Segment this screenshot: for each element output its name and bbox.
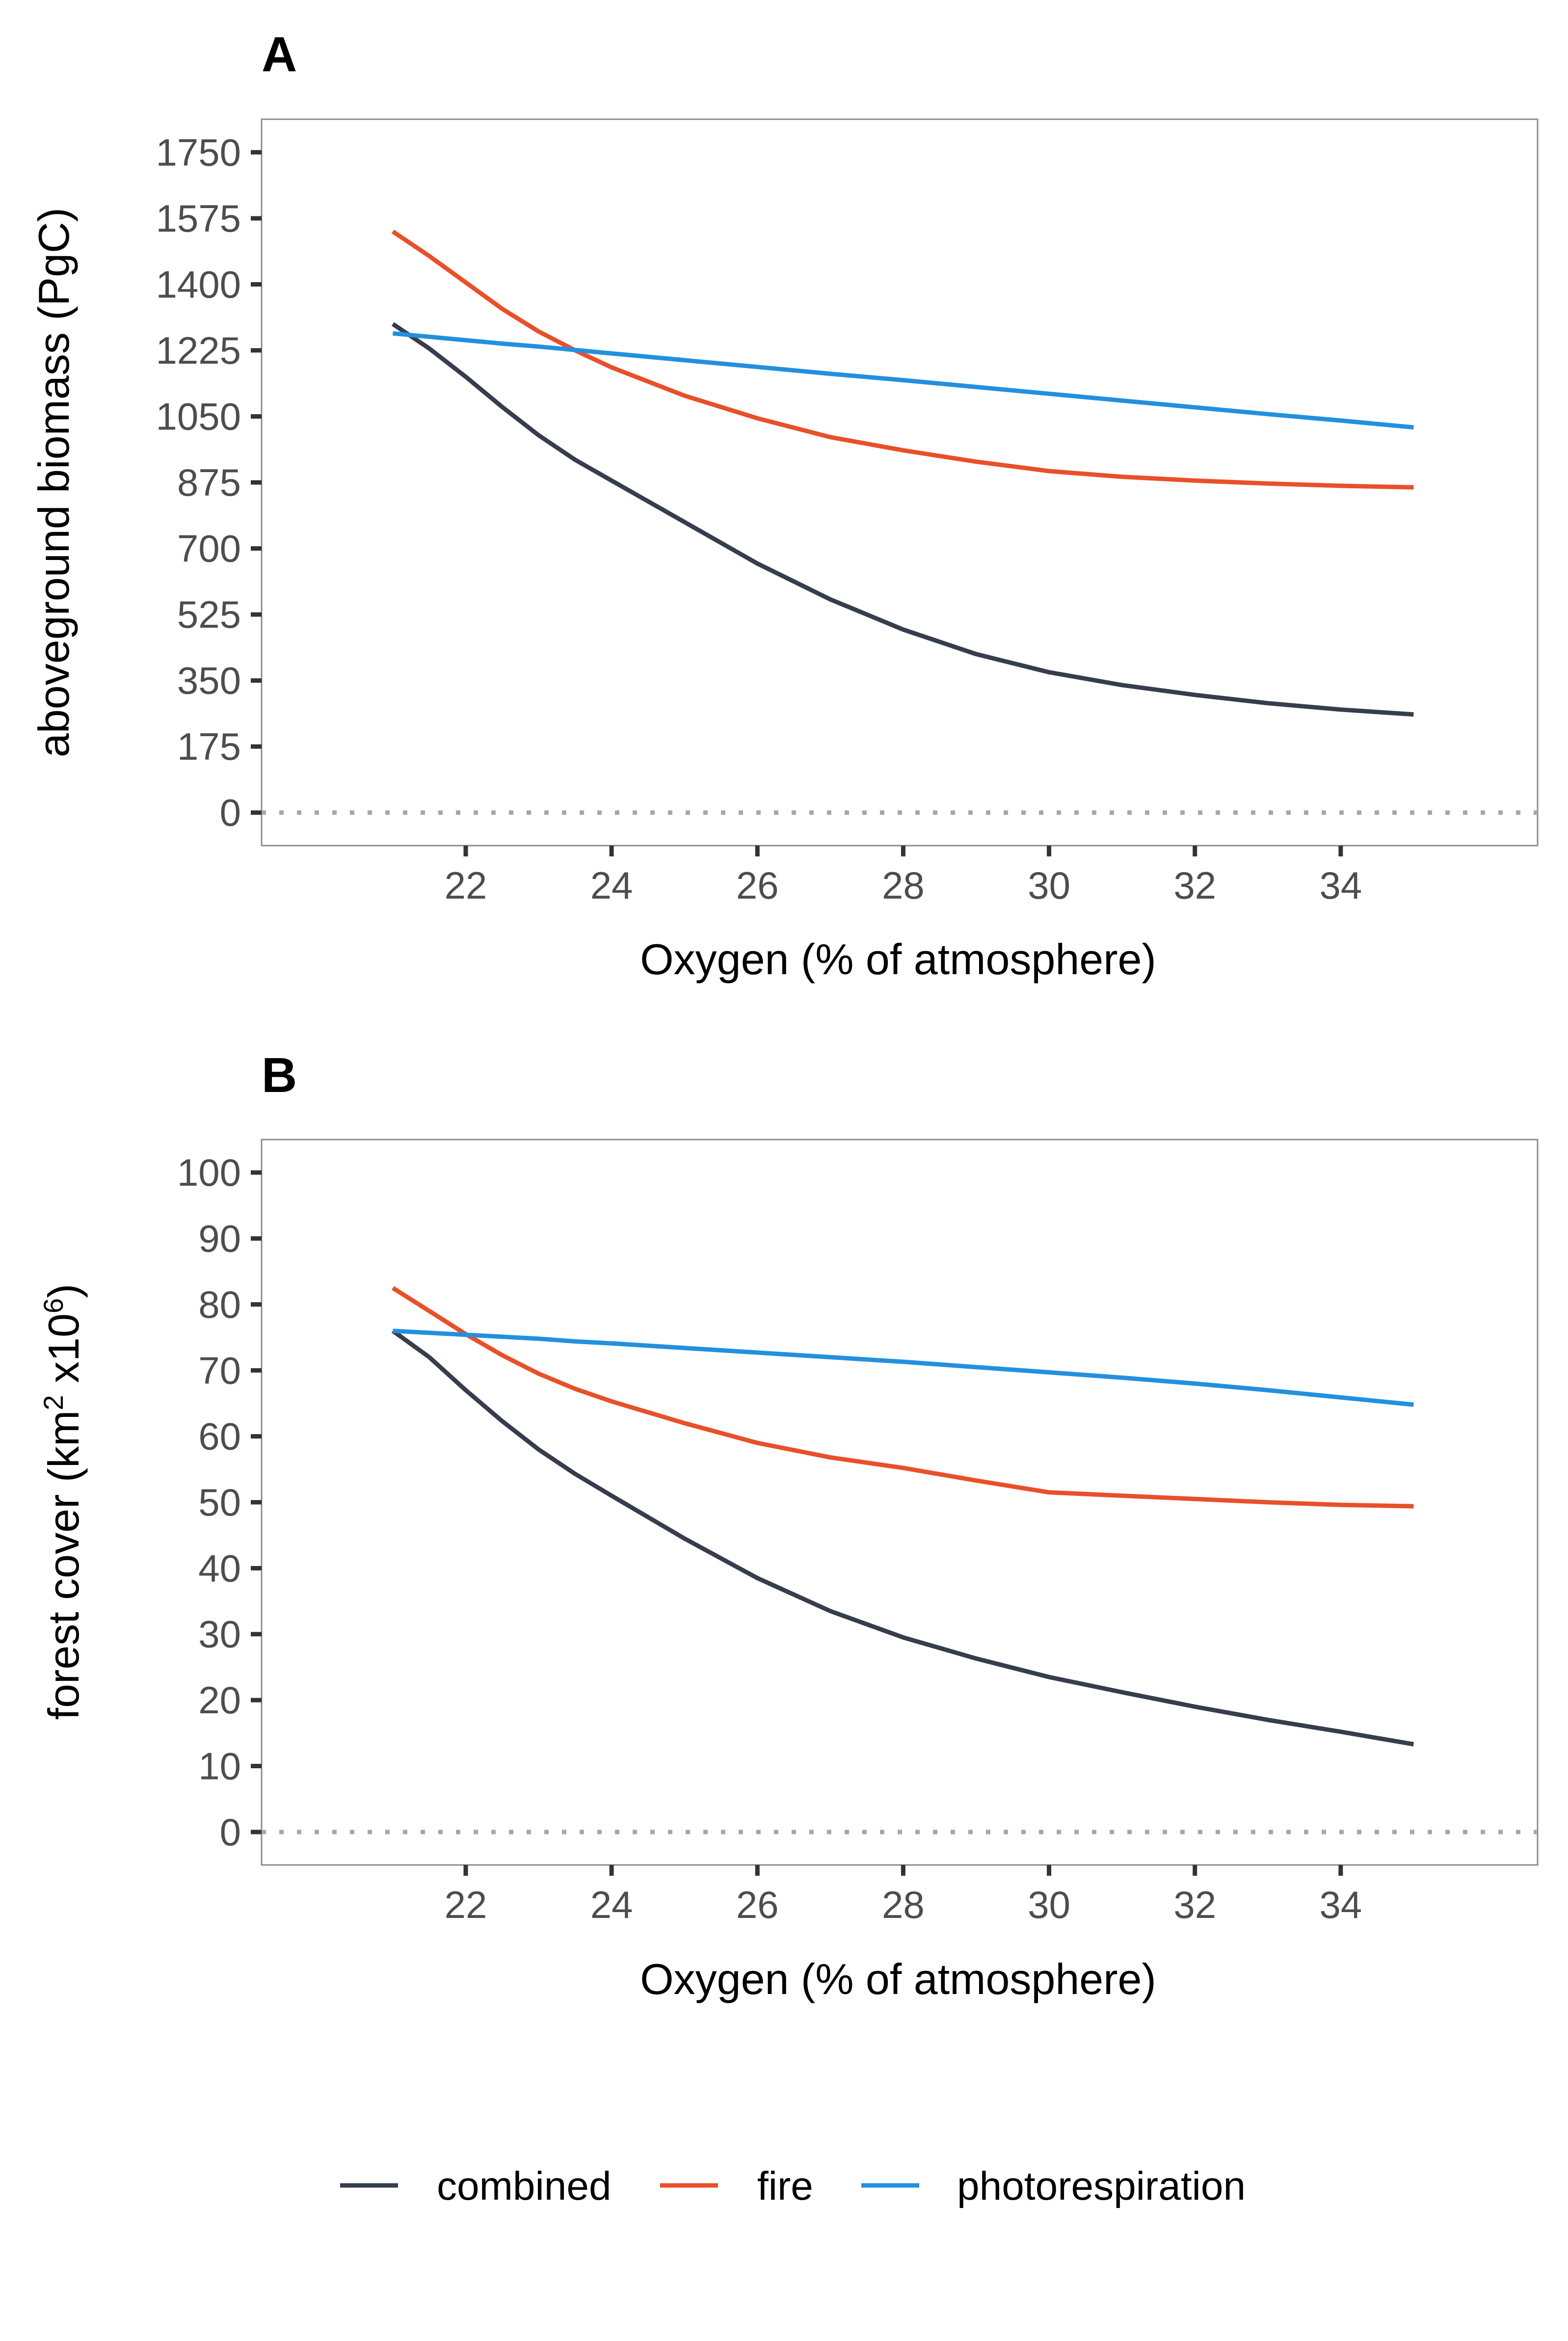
panel-b-x-tick-label: 28 — [882, 1883, 925, 1926]
panel-b-y-axis-title-sup-6: 6 — [38, 1298, 69, 1313]
panel-b-y-tick-label: 80 — [198, 1283, 241, 1326]
panel-a-y-tick-label: 1575 — [156, 197, 241, 240]
panel-a-y-tick-label: 0 — [220, 791, 241, 834]
panel-b-y-axis-title-sup-2: 2 — [38, 1395, 69, 1410]
panel-a-y-tick-label: 1225 — [156, 329, 241, 372]
panel-a-y-tick-label: 1750 — [156, 131, 241, 174]
panel-b-y-tick-label: 40 — [198, 1546, 241, 1590]
panel-a-series-combined — [391, 322, 1414, 717]
panel-b-y-tick-label: 100 — [177, 1151, 241, 1194]
panel-a-x-tick-label: 22 — [445, 864, 487, 907]
panel-a-x-axis-title: Oxygen (% of atmosphere) — [640, 935, 1156, 984]
panel-b-y-tick-label: 0 — [220, 1810, 241, 1854]
panel-a-x-tick-label: 24 — [590, 864, 633, 907]
panel-b-series-photorespiration — [393, 1329, 1414, 1407]
panel-a-y-tick-label: 1050 — [156, 395, 241, 438]
panel-b-y-tick-label: 10 — [198, 1744, 241, 1787]
panel-a: A 0 175 350 525 700 875 1050 1225 1400 1575 1750 2… — [29, 27, 1539, 984]
panel-a-x-tick-label: 28 — [882, 864, 925, 907]
panel-b-x-tick-label: 24 — [590, 1883, 633, 1926]
panel-b-y-axis-title-end: ) — [39, 1284, 88, 1298]
panel-a-y-tick-label: 175 — [177, 725, 241, 768]
panel-b-y-axis-title: forest cover (km2 x106) — [38, 1284, 88, 1720]
panel-a-y-tick-label: 700 — [177, 527, 241, 570]
panel-a-x-tick-label: 34 — [1319, 864, 1362, 907]
panel-a-y-tick-label: 1400 — [156, 263, 241, 306]
panel-b-label: B — [262, 1048, 297, 1103]
panel-b-x-tick-label: 34 — [1319, 1883, 1362, 1926]
panel-a-series-fire — [391, 229, 1414, 490]
panel-a-y-axis-title: aboveground biomass (PgC) — [29, 208, 78, 757]
panel-b-y-tick-label: 90 — [198, 1217, 241, 1260]
panel-b-y-tick-label: 60 — [198, 1415, 241, 1458]
panel-b-x-axis: 22 24 26 28 30 32 34 — [445, 1865, 1362, 1926]
panel-b-x-tick-label: 26 — [736, 1883, 779, 1926]
panel-b-x-tick-label: 22 — [445, 1883, 487, 1926]
legend-label-fire: fire — [757, 2164, 813, 2208]
panel-b-y-axis-title-mid: x10 — [39, 1313, 88, 1395]
panel-b-x-axis-title: Oxygen (% of atmosphere) — [640, 1955, 1156, 2003]
legend-label-combined: combined — [437, 2164, 611, 2208]
panel-a-y-axis: 0 175 350 525 700 875 1050 1225 1400 1575 1750 — [156, 131, 262, 834]
panel-b-series-combined — [391, 1329, 1414, 1747]
legend-label-photorespiration: photorespiration — [957, 2164, 1246, 2208]
panel-a-series-photorespiration — [392, 331, 1414, 430]
panel-a-y-tick-label: 525 — [177, 593, 241, 636]
panel-a-x-tick-label: 30 — [1028, 864, 1070, 907]
panel-b-y-axis-title-main: forest cover (km — [39, 1410, 88, 1720]
panel-a-label: A — [262, 27, 297, 82]
panel-b-y-axis: 0 10 20 30 40 50 60 70 80 90 100 — [177, 1151, 262, 1854]
panel-b-y-tick-label: 20 — [198, 1678, 241, 1722]
panel-a-x-tick-label: 32 — [1173, 864, 1216, 907]
panel-b-series-fire — [391, 1286, 1414, 1509]
panel-b-y-tick-label: 70 — [198, 1349, 241, 1392]
legend: combined fire photorespiration — [340, 2164, 1246, 2208]
panel-a-y-tick-label: 350 — [177, 659, 241, 702]
panel-b-x-tick-label: 30 — [1028, 1883, 1070, 1926]
panel-b-series — [391, 1286, 1414, 1747]
panel-a-y-tick-label: 875 — [177, 461, 241, 504]
panel-a-x-axis: 22 24 26 28 30 32 34 — [445, 846, 1362, 907]
panel-a-x-tick-label: 26 — [736, 864, 779, 907]
panel-b-y-tick-label: 50 — [198, 1481, 241, 1524]
panel-b-x-tick-label: 32 — [1173, 1883, 1216, 1926]
panel-a-series — [391, 229, 1414, 717]
panel-b-y-tick-label: 30 — [198, 1613, 241, 1656]
